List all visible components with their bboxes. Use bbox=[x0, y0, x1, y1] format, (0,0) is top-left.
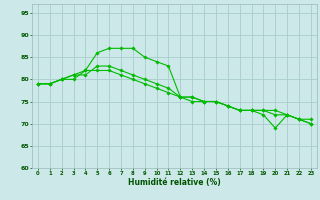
X-axis label: Humidité relative (%): Humidité relative (%) bbox=[128, 178, 221, 187]
